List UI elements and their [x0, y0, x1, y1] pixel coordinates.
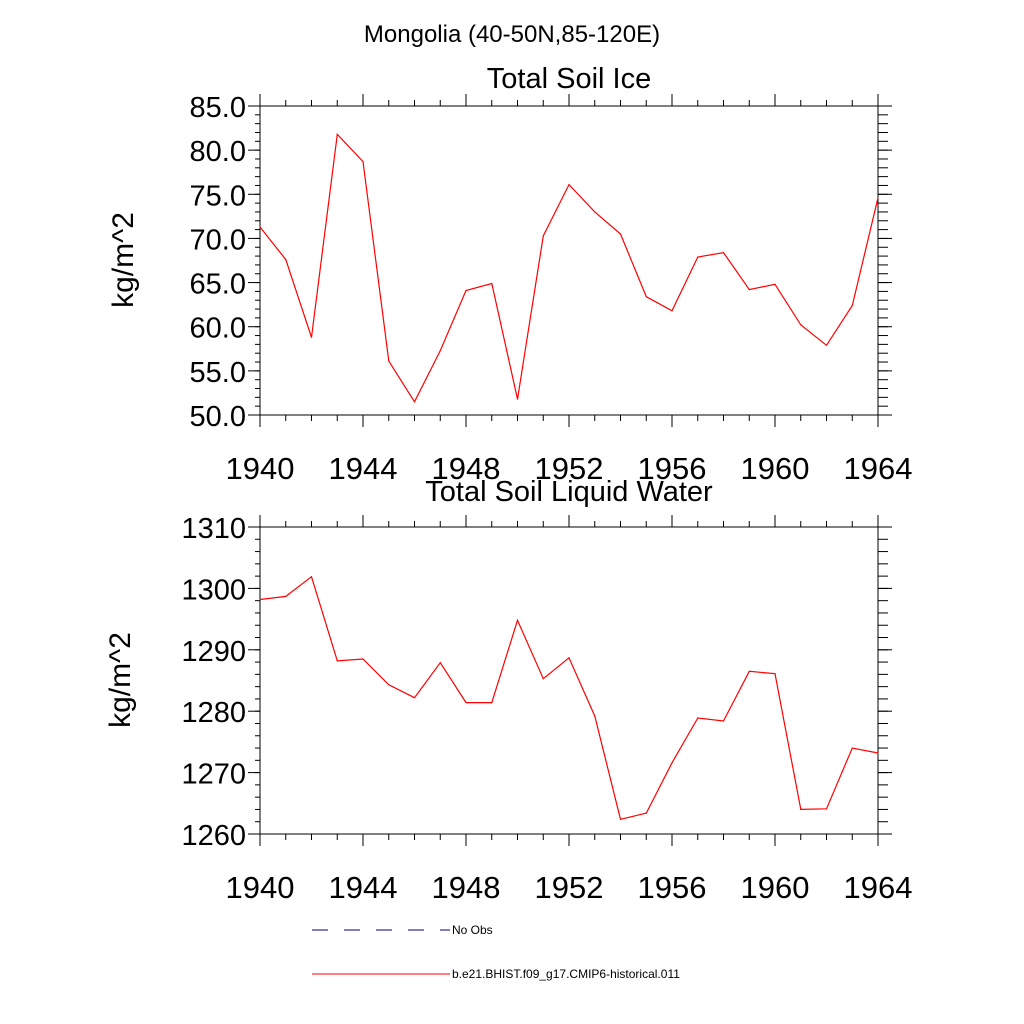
- y-tick-label: 85.0: [190, 92, 246, 124]
- y-tick-label: 1270: [181, 759, 246, 791]
- data-point: [336, 133, 338, 135]
- y-axis-label: kg/m^2: [104, 632, 137, 728]
- data-point: [800, 324, 802, 326]
- y-tick-label: 50.0: [190, 401, 246, 433]
- panel-total-soil-ice: Total Soil Ice kg/m^2 1940 1944 1948 1952 19…: [107, 63, 912, 486]
- y-tick-label: 1280: [181, 697, 246, 729]
- x-tick-label: 1940: [226, 451, 295, 486]
- data-point: [285, 595, 287, 598]
- data-point: [774, 283, 776, 285]
- data-point: [465, 702, 467, 704]
- legend-label-model: b.e21.BHIST.f09_g17.CMIP6-historical.011: [452, 967, 680, 981]
- plot-frame: [259, 105, 879, 416]
- data-point: [413, 697, 416, 699]
- x-tick-label: 1956: [638, 870, 707, 905]
- data-point: [722, 252, 725, 254]
- legend: No Obs b.e21.BHIST.f09_g17.CMIP6-histori…: [312, 923, 680, 981]
- series-line: [259, 132, 879, 404]
- data-point: [388, 684, 390, 686]
- x-tick-label: 1952: [535, 870, 604, 905]
- data-point: [310, 576, 313, 578]
- data-point: [388, 360, 390, 362]
- x-tick-label: 1940: [226, 870, 295, 905]
- data-point: [259, 598, 261, 601]
- x-tick-label: 1960: [741, 870, 810, 905]
- data-point: [619, 233, 622, 235]
- data-point: [465, 289, 467, 292]
- legend-label-no-obs: No Obs: [452, 923, 493, 937]
- data-point: [877, 752, 879, 754]
- data-point: [594, 715, 596, 717]
- data-point: [671, 310, 673, 312]
- data-point: [413, 401, 416, 403]
- plot-frame: [259, 526, 879, 835]
- data-point: [491, 702, 493, 704]
- data-point: [877, 197, 879, 199]
- y-tick-label: 60.0: [190, 313, 246, 345]
- y-tick-label: 55.0: [190, 357, 246, 389]
- y-tick-label: 1310: [181, 513, 246, 545]
- x-tick-label: 1964: [844, 870, 913, 905]
- data-point: [516, 398, 519, 400]
- x-tick-label: 1948: [432, 870, 501, 905]
- data-point: [851, 747, 853, 749]
- data-point: [697, 256, 699, 258]
- data-point: [619, 818, 622, 820]
- data-point: [825, 808, 828, 810]
- panel-title: Total Soil Liquid Water: [425, 476, 713, 508]
- y-tick-label: 80.0: [190, 136, 246, 168]
- panel-title: Total Soil Ice: [487, 63, 651, 95]
- x-tick-label: 1964: [844, 451, 913, 486]
- y-tick-label: 70.0: [190, 224, 246, 256]
- y-tick-label: 1300: [181, 574, 246, 606]
- y-axis-label: kg/m^2: [107, 212, 140, 308]
- y-tick-label: 1290: [181, 636, 246, 668]
- data-point: [774, 673, 776, 675]
- x-tick-label: 1948: [432, 451, 501, 486]
- data-point: [336, 660, 338, 662]
- data-point: [645, 812, 647, 814]
- x-tick-label: 1960: [741, 451, 810, 486]
- data-point: [722, 720, 725, 722]
- data-point: [439, 662, 441, 664]
- data-point: [259, 226, 261, 228]
- x-tick-label: 1956: [638, 451, 707, 486]
- data-point: [439, 350, 441, 352]
- data-point: [748, 670, 750, 672]
- panel-total-soil-liquid-water: Total Soil Liquid Water kg/m^2 1940 1944 1…: [104, 476, 912, 905]
- data-point: [748, 289, 750, 291]
- data-point: [568, 657, 570, 659]
- data-point: [851, 304, 853, 307]
- data-point: [542, 678, 544, 680]
- data-point: [671, 762, 673, 764]
- data-point: [542, 235, 544, 237]
- x-tick-label: 1952: [535, 451, 604, 486]
- data-point: [594, 211, 596, 213]
- data-point: [516, 619, 519, 621]
- data-point: [285, 259, 287, 261]
- y-tick-label: 65.0: [190, 269, 246, 301]
- data-point: [310, 336, 313, 338]
- data-point: [825, 344, 828, 346]
- data-point: [800, 808, 802, 811]
- figure-title: Mongolia (40-50N,85-120E): [364, 21, 660, 48]
- y-tick-label: 75.0: [190, 180, 246, 212]
- data-point: [491, 282, 493, 285]
- data-point: [362, 161, 364, 163]
- y-tick-label: 1260: [181, 820, 246, 852]
- series-line: [259, 575, 879, 821]
- x-tick-label: 1944: [329, 870, 398, 905]
- data-point: [645, 296, 647, 298]
- data-point: [362, 658, 364, 660]
- data-point: [697, 717, 699, 719]
- x-tick-label: 1944: [329, 451, 398, 486]
- data-point: [568, 184, 570, 186]
